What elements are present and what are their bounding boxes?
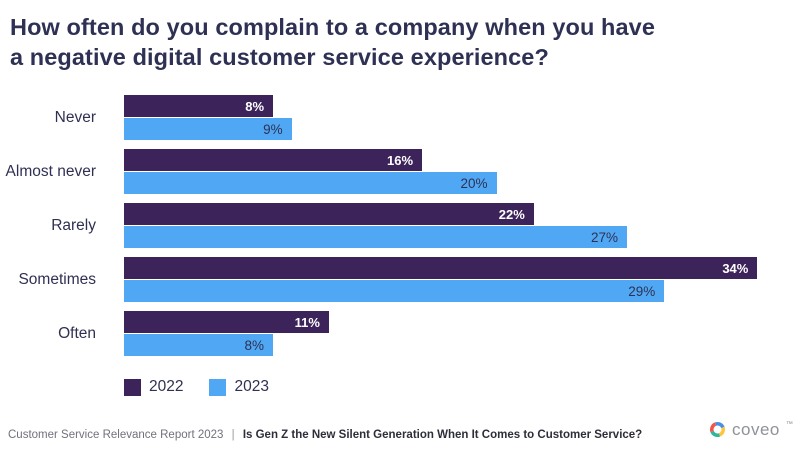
bar-2023: 27% bbox=[124, 226, 627, 248]
legend-swatch bbox=[124, 378, 141, 396]
legend-item: 2022 bbox=[124, 378, 183, 396]
coveo-pinwheel-icon bbox=[708, 420, 727, 439]
title-line-2: a negative digital customer service expe… bbox=[10, 44, 549, 70]
coveo-logo: coveo ™ bbox=[708, 420, 793, 439]
footer-headline: Is Gen Z the New Silent Generation When … bbox=[242, 429, 643, 441]
chart-row: Never 8% 9% bbox=[0, 95, 800, 140]
category-label: Rarely bbox=[51, 216, 96, 234]
bar-group: 22% 27% bbox=[124, 203, 776, 248]
value-label: 8% bbox=[244, 337, 265, 353]
chart-row: Often 11% 8% bbox=[0, 311, 800, 356]
bar-2022: 16% bbox=[124, 149, 423, 171]
bar-chart: Never 8% 9% Almost never 16% 20% Rarely 22% 27% S… bbox=[0, 95, 800, 365]
bar-group: 11% 8% bbox=[124, 311, 776, 356]
footer-source: Customer Service Relevance Report 2023 bbox=[8, 429, 224, 441]
category-label: Sometimes bbox=[18, 270, 96, 288]
value-label: 27% bbox=[590, 229, 618, 245]
bar-2023: 9% bbox=[124, 118, 292, 140]
legend-label: 2023 bbox=[234, 378, 269, 395]
coveo-trademark: ™ bbox=[785, 421, 793, 428]
bar-2023: 29% bbox=[124, 280, 665, 302]
chart-row: Sometimes 34% 29% bbox=[0, 257, 800, 302]
value-label: 16% bbox=[387, 152, 414, 168]
footer-separator: | bbox=[231, 429, 235, 441]
value-label: 11% bbox=[294, 314, 320, 330]
category-label: Never bbox=[54, 108, 96, 126]
bar-group: 34% 29% bbox=[124, 257, 776, 302]
bar-2023: 20% bbox=[124, 172, 497, 194]
chart-legend: 2022 2023 bbox=[124, 378, 269, 396]
page-title: How often do you complain to a company w… bbox=[10, 12, 655, 72]
value-label: 22% bbox=[498, 206, 525, 222]
bar-2022: 11% bbox=[124, 311, 329, 333]
coveo-wordmark: coveo bbox=[732, 420, 780, 439]
footer: Customer Service Relevance Report 2023 |… bbox=[8, 429, 642, 441]
chart-row: Rarely 22% 27% bbox=[0, 203, 800, 248]
legend-item: 2023 bbox=[209, 378, 269, 396]
bar-2022: 8% bbox=[124, 95, 274, 117]
bar-group: 16% 20% bbox=[124, 149, 776, 194]
chart-row: Almost never 16% 20% bbox=[0, 149, 800, 194]
category-label: Often bbox=[58, 324, 96, 342]
bar-2023: 8% bbox=[124, 334, 274, 356]
value-label: 29% bbox=[628, 283, 656, 299]
value-label: 34% bbox=[722, 260, 749, 276]
bar-2022: 22% bbox=[124, 203, 534, 225]
bar-2022: 34% bbox=[124, 257, 758, 279]
value-label: 20% bbox=[460, 175, 488, 191]
category-label: Almost never bbox=[5, 162, 96, 180]
legend-swatch bbox=[209, 378, 227, 396]
value-label: 8% bbox=[245, 98, 265, 114]
value-label: 9% bbox=[263, 121, 283, 137]
title-line-1: How often do you complain to a company w… bbox=[10, 14, 655, 40]
bar-group: 8% 9% bbox=[124, 95, 776, 140]
legend-label: 2022 bbox=[149, 378, 184, 395]
